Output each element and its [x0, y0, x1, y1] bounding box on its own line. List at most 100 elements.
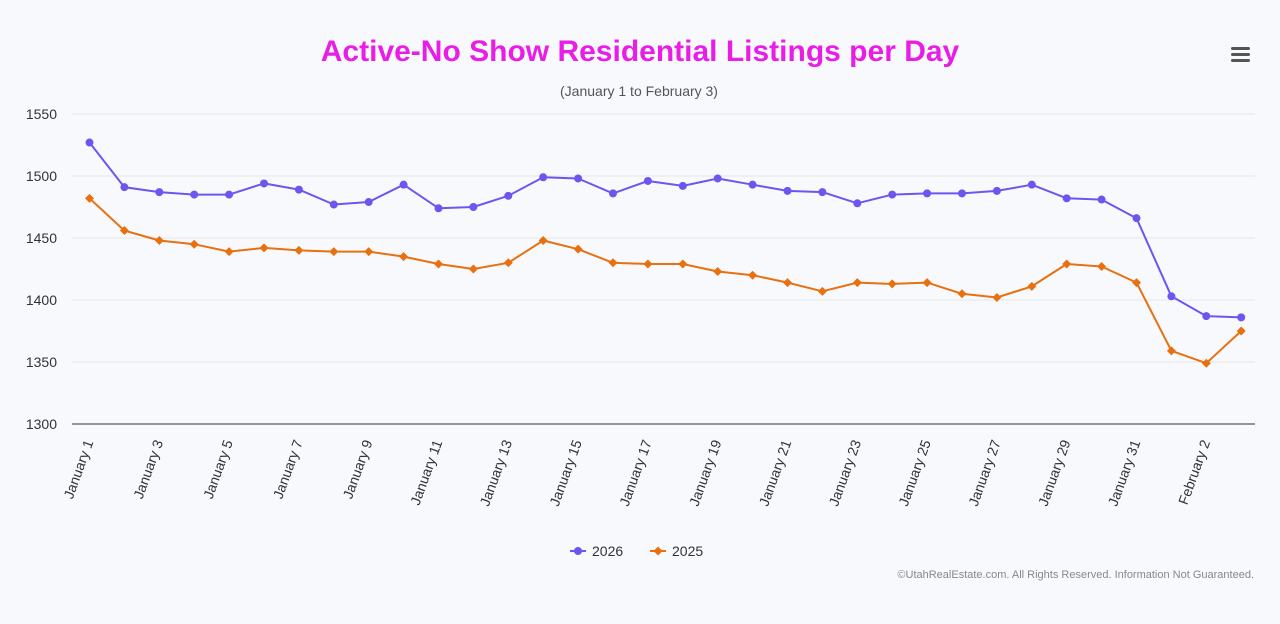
data-point-2025[interactable] — [817, 286, 827, 296]
data-point-2025[interactable] — [1166, 346, 1176, 356]
data-point-2026[interactable] — [853, 199, 862, 208]
data-point-2026[interactable] — [469, 203, 478, 211]
data-point-2026[interactable] — [818, 188, 827, 197]
data-point-2025[interactable] — [643, 259, 653, 269]
data-point-2026[interactable] — [713, 174, 722, 183]
data-point-2026[interactable] — [294, 185, 303, 194]
x-tick-label: January 21 — [756, 437, 795, 508]
data-point-2026[interactable] — [1167, 292, 1176, 301]
x-tick-label: January 11 — [407, 437, 445, 507]
x-tick-label: January 29 — [1035, 437, 1074, 508]
data-point-2026[interactable] — [155, 188, 164, 197]
x-tick-label: January 25 — [895, 437, 934, 508]
y-axis-labels: 1300 1350 1400 1450 1500 1550 — [26, 106, 57, 432]
data-point-2025[interactable] — [1132, 278, 1141, 288]
data-point-2025[interactable] — [1062, 259, 1072, 269]
data-point-2026[interactable] — [1097, 195, 1106, 204]
data-point-2025[interactable] — [119, 226, 129, 236]
chart-title: Active-No Show Residential Listings per … — [321, 35, 960, 68]
data-point-2025[interactable] — [852, 278, 862, 288]
data-point-2025[interactable] — [922, 278, 932, 288]
data-point-2026[interactable] — [1237, 313, 1246, 322]
data-point-2025[interactable] — [887, 279, 897, 289]
data-point-2026[interactable] — [748, 180, 757, 189]
data-point-2025[interactable] — [1201, 358, 1211, 368]
hamburger-menu-icon — [1231, 47, 1250, 62]
data-point-2025[interactable] — [503, 258, 513, 268]
x-tick-label: January 1 — [60, 437, 96, 500]
data-point-2025[interactable] — [399, 252, 409, 262]
data-point-2025[interactable] — [783, 278, 792, 288]
y-tick-label: 1300 — [26, 416, 57, 432]
data-point-2026[interactable] — [923, 189, 932, 198]
data-point-2025[interactable] — [573, 244, 583, 254]
y-tick-label: 1350 — [26, 354, 57, 370]
y-tick-label: 1550 — [26, 106, 57, 122]
grid-lines — [72, 113, 1255, 363]
data-point-2025[interactable] — [189, 239, 199, 249]
x-axis-labels: January 1 January 3 January 5 January 7 Janu… — [60, 437, 1213, 508]
data-point-2025[interactable] — [992, 293, 1002, 303]
data-point-2025[interactable] — [713, 266, 723, 276]
data-point-2025[interactable] — [154, 235, 164, 245]
data-point-2026[interactable] — [329, 200, 338, 209]
y-tick-label: 1400 — [26, 292, 57, 308]
data-point-2026[interactable] — [888, 190, 897, 199]
data-point-2026[interactable] — [539, 173, 548, 182]
data-point-2025[interactable] — [678, 259, 688, 269]
data-point-2025[interactable] — [1097, 262, 1107, 272]
x-tick-label: January 31 — [1105, 437, 1144, 508]
data-point-2025[interactable] — [468, 264, 478, 274]
data-point-2026[interactable] — [1027, 180, 1036, 189]
series-2026 — [85, 138, 1246, 322]
data-point-2026[interactable] — [399, 180, 408, 189]
data-point-2025[interactable] — [748, 270, 758, 280]
chart-menu-button[interactable] — [1224, 38, 1256, 70]
data-point-2025[interactable] — [294, 245, 304, 255]
series-line-2026 — [88, 141, 1242, 319]
data-point-2025[interactable] — [259, 243, 269, 253]
data-point-2026[interactable] — [434, 204, 443, 213]
legend-item-2026[interactable]: 2026 — [570, 543, 623, 559]
data-point-2025[interactable] — [329, 247, 339, 257]
data-point-2026[interactable] — [609, 189, 617, 198]
data-point-2026[interactable] — [1062, 194, 1071, 203]
data-point-2026[interactable] — [120, 183, 129, 192]
data-point-2025[interactable] — [608, 258, 618, 268]
data-point-2025[interactable] — [224, 247, 234, 257]
legend: 2026 2025 — [570, 543, 703, 559]
x-tick-label: February 2 — [1175, 437, 1213, 506]
x-tick-label: January 23 — [825, 437, 864, 508]
legend-item-2025[interactable]: 2025 — [650, 543, 703, 559]
data-point-2026[interactable] — [190, 190, 199, 199]
data-point-2026[interactable] — [992, 186, 1001, 195]
series-layer — [85, 138, 1246, 368]
data-point-2026[interactable] — [364, 198, 373, 207]
data-point-2026[interactable] — [225, 190, 234, 199]
x-tick-label: January 15 — [546, 437, 585, 508]
data-point-2026[interactable] — [678, 181, 687, 190]
data-point-2025[interactable] — [1027, 281, 1037, 291]
y-tick-label: 1500 — [26, 168, 57, 184]
data-point-2026[interactable] — [85, 138, 94, 147]
series-2025 — [85, 193, 1246, 368]
x-tick-label: January 9 — [339, 437, 375, 500]
data-point-2026[interactable] — [1132, 214, 1141, 223]
y-tick-label: 1450 — [26, 230, 57, 246]
data-point-2026[interactable] — [504, 191, 513, 200]
data-point-2025[interactable] — [364, 247, 374, 257]
data-point-2025[interactable] — [957, 289, 967, 299]
data-point-2026[interactable] — [1202, 312, 1211, 321]
data-point-2026[interactable] — [783, 186, 792, 195]
data-point-2025[interactable] — [434, 259, 443, 269]
x-tick-label: January 13 — [476, 437, 515, 508]
data-point-2026[interactable] — [958, 189, 966, 198]
data-point-2026[interactable] — [643, 176, 652, 185]
data-point-2025[interactable] — [1236, 326, 1246, 336]
legend-label-2026: 2026 — [592, 543, 623, 559]
data-point-2026[interactable] — [260, 179, 268, 188]
data-point-2025[interactable] — [85, 193, 94, 203]
data-point-2025[interactable] — [538, 235, 548, 245]
data-point-2026[interactable] — [574, 174, 583, 183]
